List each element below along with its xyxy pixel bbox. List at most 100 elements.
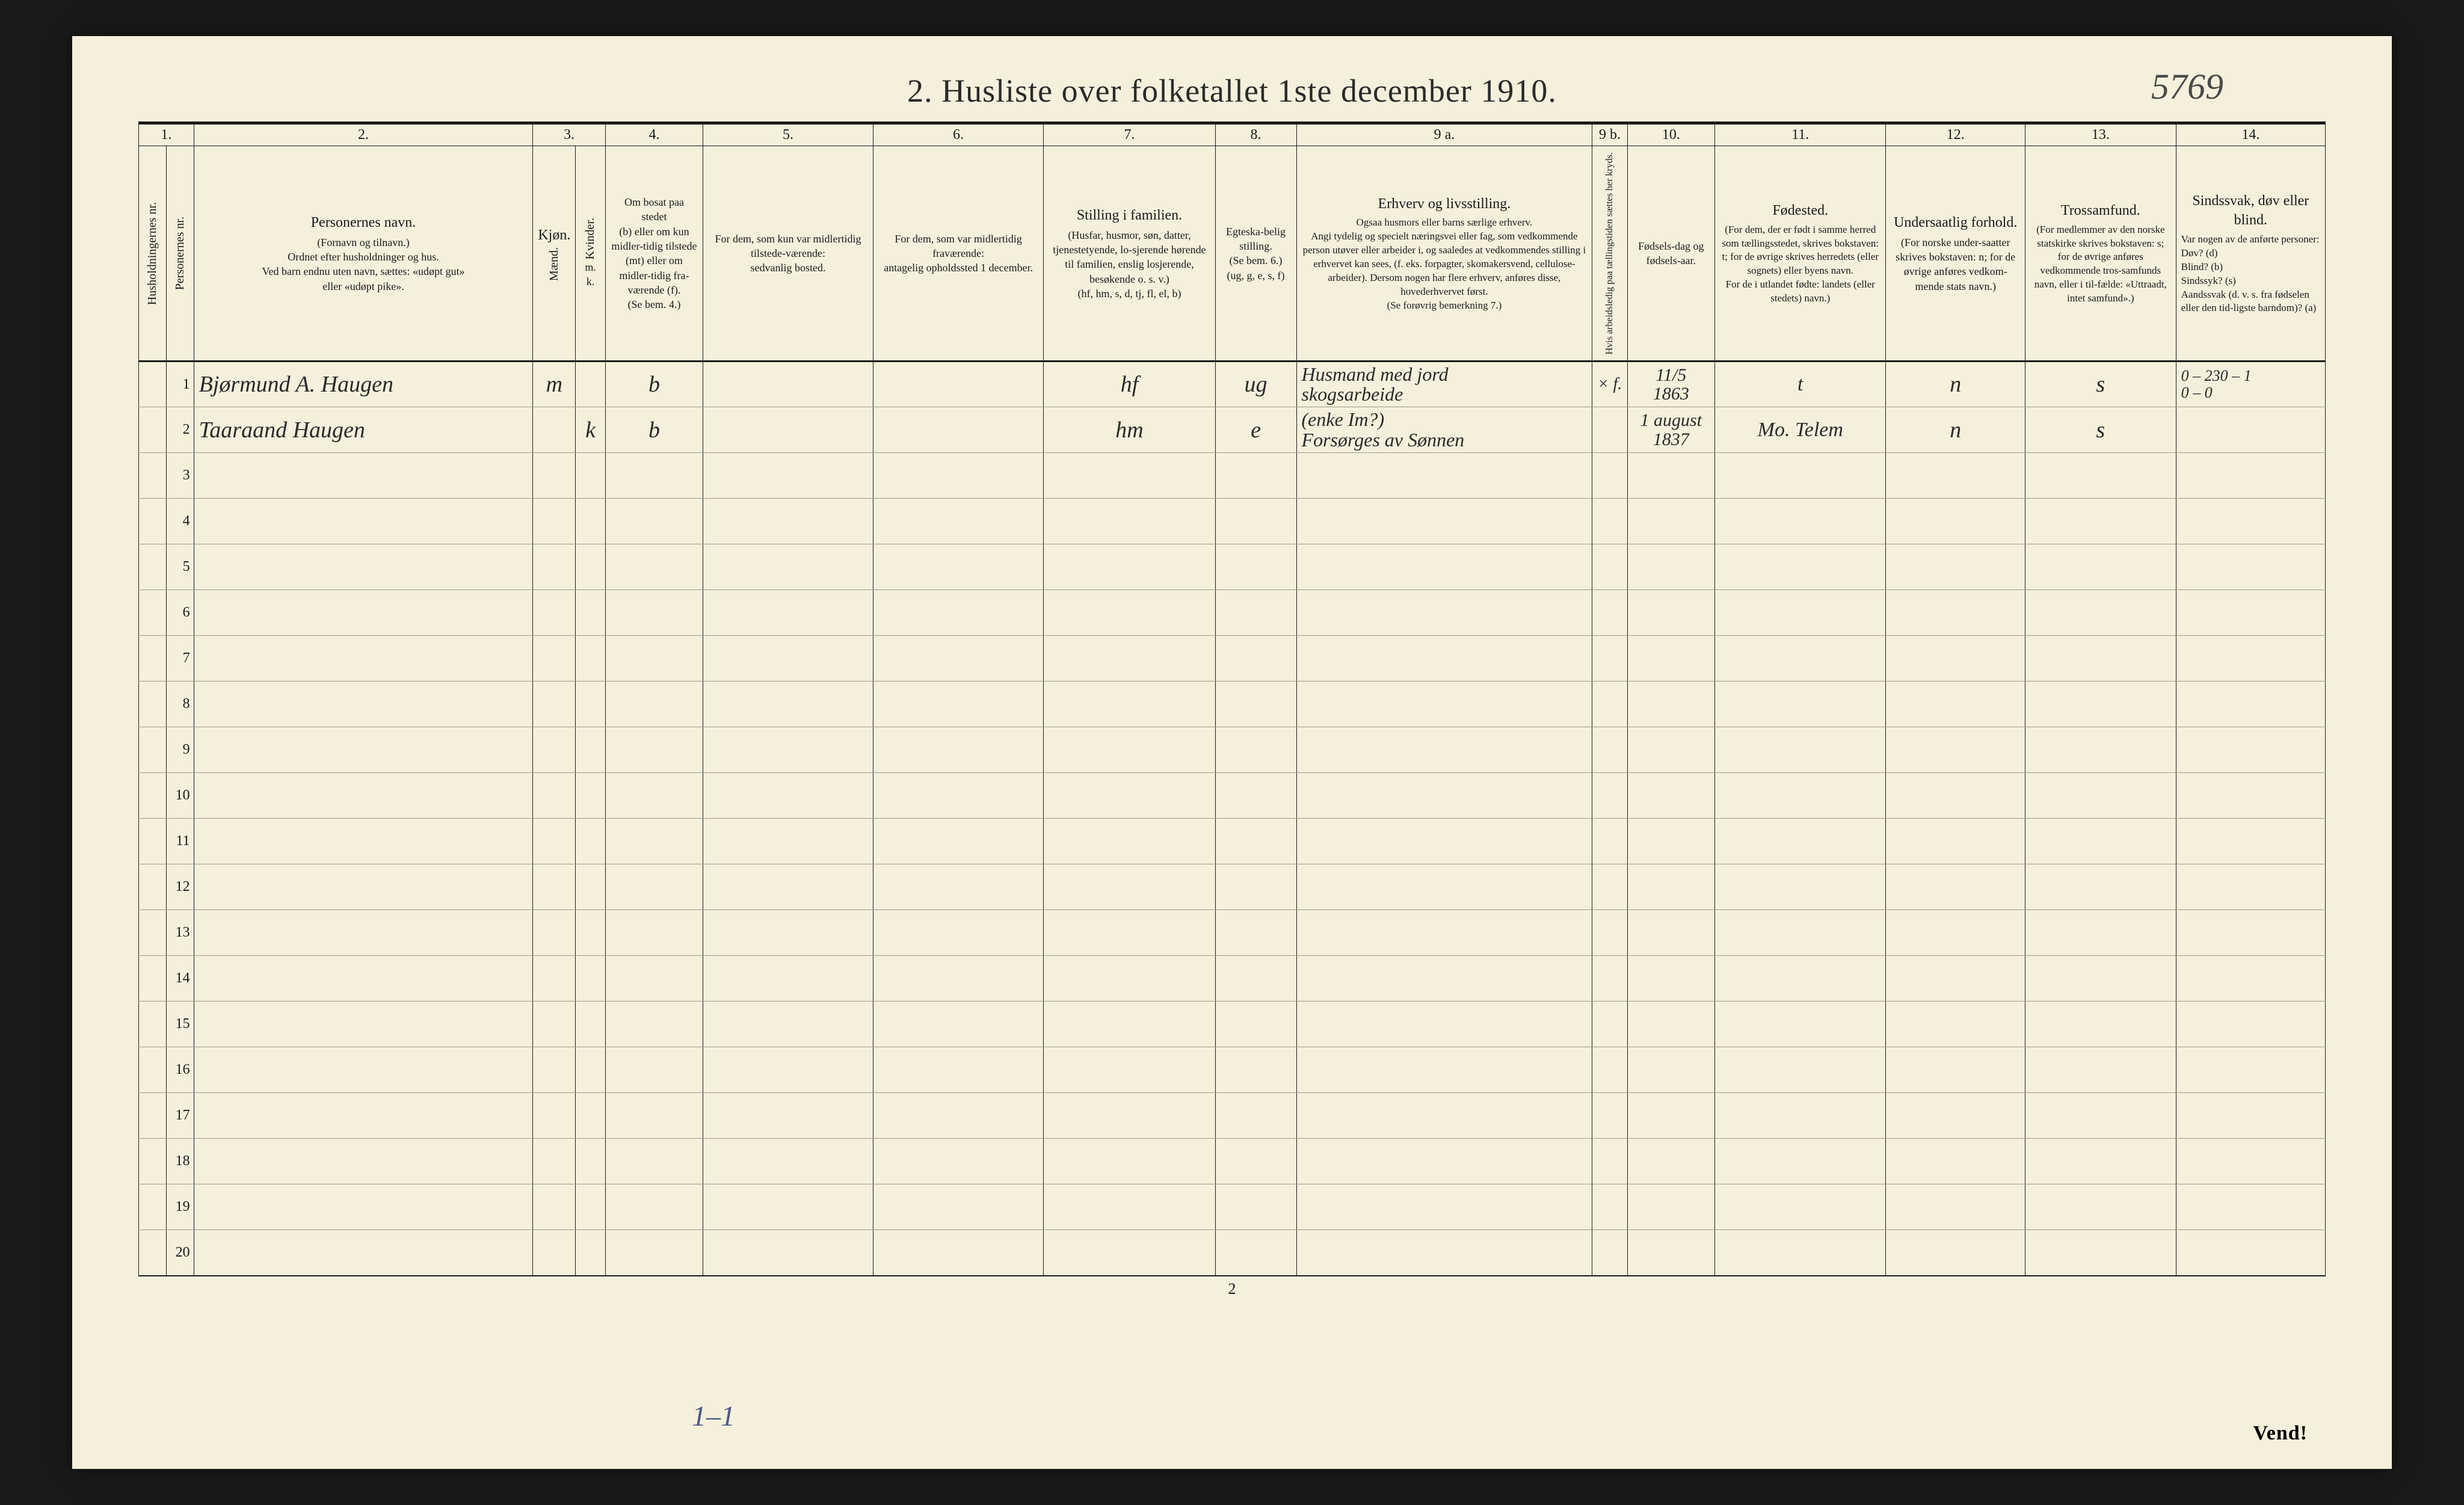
cell-empty — [2176, 499, 2325, 544]
cell-empty — [1296, 1184, 1592, 1230]
table-row: 16 — [139, 1047, 2326, 1093]
cell-empty — [1215, 1093, 1296, 1139]
cell-hushold-nr — [139, 1230, 167, 1276]
cell-kryds: × f. — [1592, 362, 1627, 407]
cell-hushold-nr — [139, 819, 167, 864]
cell-empty — [1715, 590, 1886, 636]
cell-empty — [576, 453, 605, 499]
cell-empty — [873, 910, 1043, 956]
cell-empty — [194, 910, 533, 956]
cell-empty — [194, 773, 533, 819]
cell-empty — [873, 1002, 1043, 1047]
cell-empty — [605, 727, 703, 773]
hdr-egteskab: Egteska-belig stilling. (Se bem. 6.) (ug… — [1215, 146, 1296, 362]
cell-navn: Bjørmund A. Haugen — [194, 362, 533, 407]
cell-empty — [1296, 544, 1592, 590]
cell-empty — [2025, 499, 2176, 544]
cell-empty — [533, 956, 576, 1002]
cell-empty — [1886, 544, 2025, 590]
cell-empty — [1296, 636, 1592, 682]
cell-empty — [1215, 773, 1296, 819]
cell-empty — [873, 773, 1043, 819]
cell-empty — [873, 682, 1043, 727]
cell-empty — [605, 864, 703, 910]
cell-empty — [576, 1002, 605, 1047]
cell-empty — [1592, 1002, 1627, 1047]
cell-empty — [2176, 453, 2325, 499]
cell-empty — [1715, 1184, 1886, 1230]
table-row: 6 — [139, 590, 2326, 636]
table-row: 20 — [139, 1230, 2326, 1276]
cell-empty — [1215, 682, 1296, 727]
cell-empty — [576, 819, 605, 864]
cell-empty — [576, 499, 605, 544]
cell-empty — [2025, 1002, 2176, 1047]
cell-empty — [2176, 773, 2325, 819]
cell-hushold-nr — [139, 1002, 167, 1047]
cell-sex-m — [533, 407, 576, 453]
cell-mf — [873, 362, 1043, 407]
cell-empty — [2176, 1093, 2325, 1139]
table-row: 3 — [139, 453, 2326, 499]
cell-empty — [2176, 636, 2325, 682]
cell-undersaat: n — [1886, 362, 2025, 407]
cell-empty — [1592, 819, 1627, 864]
cell-hushold-nr — [139, 1093, 167, 1139]
cell-empty — [533, 910, 576, 956]
cell-empty — [873, 956, 1043, 1002]
cell-note14 — [2176, 407, 2325, 453]
cell-empty — [2176, 910, 2325, 956]
table-row: 1Bjørmund A. HaugenmbhfugHusmand med jor… — [139, 362, 2326, 407]
cell-person-nr: 15 — [166, 1002, 194, 1047]
hdr-trossamfund: Trossamfund. (For medlemmer av den norsk… — [2025, 146, 2176, 362]
table-row: 14 — [139, 956, 2326, 1002]
vend-label: Vend! — [2253, 1422, 2308, 1445]
cell-person-nr: 2 — [166, 407, 194, 453]
cell-empty — [2176, 727, 2325, 773]
hdr-fodested: Fødested. (For dem, der er født i samme … — [1715, 146, 1886, 362]
cell-empty — [873, 544, 1043, 590]
cell-empty — [2176, 1230, 2325, 1276]
cell-kryds — [1592, 407, 1627, 453]
cell-empty — [873, 1230, 1043, 1276]
cell-empty — [576, 727, 605, 773]
hdr-midlertidig-fravaer: For dem, som var midlertidig fraværende:… — [873, 146, 1043, 362]
cell-empty — [1296, 819, 1592, 864]
colnum-11: 11. — [1715, 123, 1886, 146]
cell-empty — [576, 1139, 605, 1184]
cell-empty — [605, 453, 703, 499]
cell-empty — [1886, 727, 2025, 773]
cell-person-nr: 14 — [166, 956, 194, 1002]
cell-empty — [873, 864, 1043, 910]
cell-empty — [533, 727, 576, 773]
colnum-8: 8. — [1215, 123, 1296, 146]
cell-erhverv: Husmand med jord skogsarbeide — [1296, 362, 1592, 407]
cell-hushold-nr — [139, 499, 167, 544]
colnum-4: 4. — [605, 123, 703, 146]
cell-empty — [1886, 819, 2025, 864]
cell-empty — [1886, 1230, 2025, 1276]
cell-empty — [1044, 453, 1215, 499]
cell-empty — [533, 1093, 576, 1139]
cell-empty — [2025, 1139, 2176, 1184]
cell-empty — [605, 819, 703, 864]
cell-empty — [1044, 682, 1215, 727]
cell-person-nr: 4 — [166, 499, 194, 544]
cell-empty — [1715, 636, 1886, 682]
cell-empty — [194, 1230, 533, 1276]
cell-empty — [576, 864, 605, 910]
cell-empty — [703, 1184, 873, 1230]
hdr-navn: Personernes navn. (Fornavn og tilnavn.) … — [194, 146, 533, 362]
cell-empty — [1044, 499, 1215, 544]
cell-empty — [1044, 956, 1215, 1002]
cell-empty — [605, 1002, 703, 1047]
cell-fodested: t — [1715, 362, 1886, 407]
cell-empty — [703, 682, 873, 727]
cell-empty — [703, 956, 873, 1002]
cell-empty — [533, 1139, 576, 1184]
cell-empty — [1215, 636, 1296, 682]
cell-empty — [1296, 1139, 1592, 1184]
cell-empty — [1715, 910, 1886, 956]
colnum-9a: 9 a. — [1296, 123, 1592, 146]
cell-empty — [194, 956, 533, 1002]
